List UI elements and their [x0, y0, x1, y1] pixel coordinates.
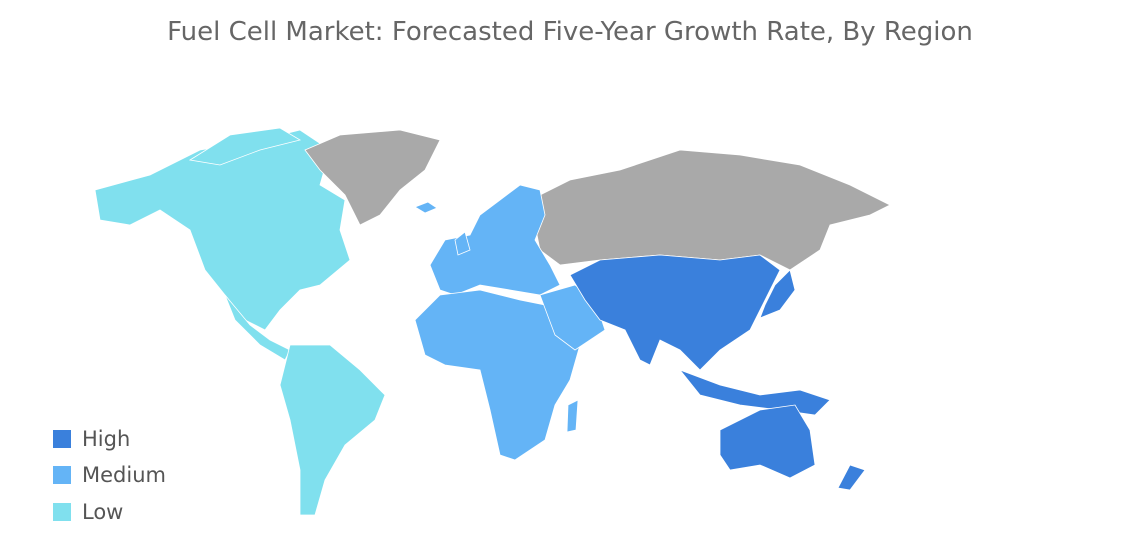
legend-label: High — [82, 427, 130, 451]
region-southeast-asia — [678, 369, 831, 416]
region-russia — [529, 149, 891, 271]
legend-swatch — [53, 503, 71, 521]
region-uk — [454, 231, 471, 256]
region-greenland — [304, 129, 441, 226]
region-arctic-islands — [188, 127, 302, 166]
region-japan — [759, 269, 796, 319]
region-australia — [719, 404, 816, 479]
map-title: Fuel Cell Market: Forecasted Five-Year G… — [167, 17, 973, 47]
region-south-america — [279, 344, 386, 516]
region-new-zealand — [837, 464, 866, 491]
legend-swatch — [53, 466, 71, 484]
legend-swatch — [53, 430, 71, 448]
region-europe — [429, 184, 561, 296]
legend-label: Low — [82, 500, 123, 524]
region-iceland — [414, 201, 438, 214]
region-asia — [569, 254, 781, 371]
world-map — [94, 127, 891, 516]
legend-label: Medium — [82, 463, 166, 487]
region-africa — [414, 289, 581, 461]
region-madagascar — [566, 399, 579, 433]
legend: High Medium Low — [53, 427, 166, 524]
